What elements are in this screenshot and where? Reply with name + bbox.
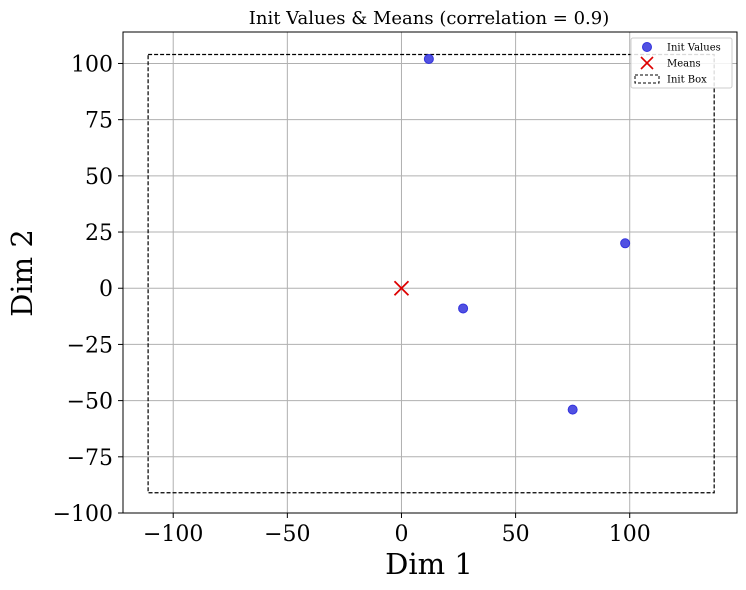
grid <box>123 32 737 514</box>
legend-marker-circle <box>642 42 652 52</box>
data-points <box>393 53 631 415</box>
plot-frame <box>122 31 738 514</box>
x-tick-label: −100 <box>143 522 203 547</box>
y-axis-label: Dim 2 <box>5 229 39 317</box>
init-value-point <box>458 303 469 314</box>
legend-entry-means: Means <box>667 59 701 70</box>
chart-title: Init Values & Means (correlation = 0.9) <box>249 8 609 29</box>
x-tick-label: 100 <box>609 522 651 547</box>
y-tick-label: −100 <box>53 502 113 527</box>
axis-ticks: −100 −50 0 50 100 −100 −75 −50 −25 0 25 50 75 100 <box>53 52 651 547</box>
legend-marker-x <box>640 56 654 70</box>
x-axis-label: Dim 1 <box>385 547 473 581</box>
legend: Init Values Means Init Box <box>630 37 733 89</box>
legend-entry-init-values: Init Values <box>667 43 721 54</box>
y-tick-label: −75 <box>67 446 113 471</box>
init-box-layer <box>147 53 715 494</box>
init-value-point <box>567 404 578 415</box>
mean-marker-stroke <box>393 280 410 296</box>
legend-marker-box <box>634 74 660 84</box>
init-value-point <box>620 238 631 249</box>
y-tick-label: 25 <box>85 221 113 246</box>
x-tick-label: 50 <box>502 522 530 547</box>
init-value-point <box>423 53 434 64</box>
y-tick-label: 75 <box>85 109 113 134</box>
mean-marker <box>393 280 410 296</box>
y-tick-label: 100 <box>71 52 113 77</box>
init-box <box>147 53 715 494</box>
y-tick-label: −50 <box>67 390 113 415</box>
y-tick-label: 0 <box>99 277 113 302</box>
y-tick-label: −25 <box>67 333 113 358</box>
legend-entry-init-box: Init Box <box>667 75 707 86</box>
x-tick-label: −50 <box>264 522 310 547</box>
x-tick-label: 0 <box>394 522 408 547</box>
y-tick-label: 50 <box>85 165 113 190</box>
